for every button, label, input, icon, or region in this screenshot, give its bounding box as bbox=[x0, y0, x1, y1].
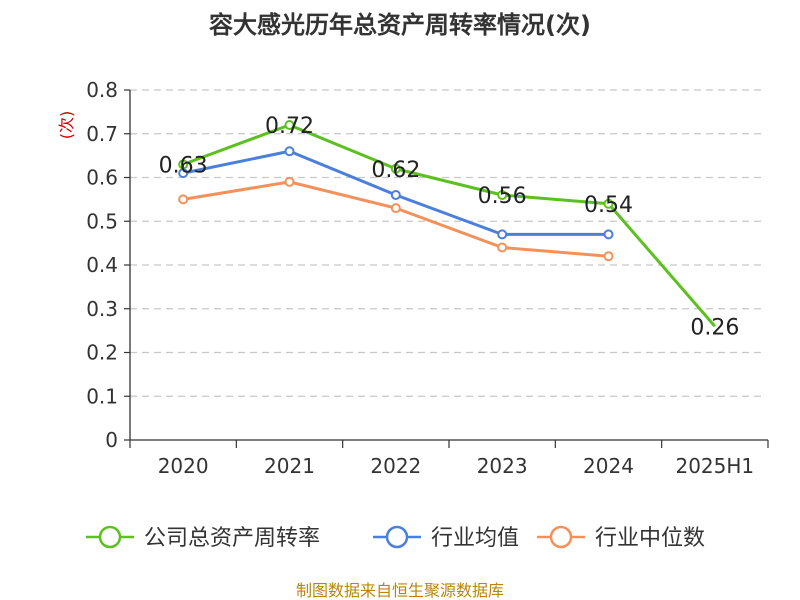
grid-lines bbox=[130, 89, 763, 397]
x-tick-label: 2022 bbox=[370, 454, 421, 478]
data-point bbox=[497, 229, 508, 240]
data-point bbox=[390, 203, 401, 214]
y-tick-label: 0.5 bbox=[86, 209, 118, 233]
legend: 公司总资产周转率 行业均值 行业中位数 bbox=[86, 525, 705, 551]
source-note: 制图数据来自恒生聚源数据库 bbox=[296, 581, 504, 600]
data-point bbox=[390, 190, 401, 200]
y-tick-label: 0.2 bbox=[86, 341, 118, 365]
y-tick-label: 0.8 bbox=[86, 78, 118, 102]
data-label: 0.54 bbox=[584, 193, 633, 218]
legend-marker bbox=[98, 525, 122, 549]
y-tick-label: 0.6 bbox=[86, 166, 118, 190]
x-tick-label: 2024 bbox=[583, 454, 634, 478]
y-axis-label: (次) bbox=[57, 111, 76, 140]
data-point bbox=[603, 251, 614, 262]
data-point bbox=[284, 176, 295, 187]
y-tick-label: 0.3 bbox=[86, 297, 118, 321]
y-tick-label: 0.4 bbox=[86, 253, 118, 277]
data-point bbox=[603, 229, 614, 240]
data-label: 0.63 bbox=[159, 153, 208, 178]
x-tick-labels: 2020 2021 2022 2023 2024 2025H1 bbox=[158, 454, 754, 478]
axes bbox=[124, 89, 769, 448]
x-tick-label: 2020 bbox=[158, 454, 209, 478]
data-label: 0.56 bbox=[478, 184, 527, 209]
x-tick-label: 2021 bbox=[264, 454, 315, 478]
data-point bbox=[497, 242, 508, 253]
legend-label: 行业中位数 bbox=[595, 526, 705, 551]
y-tick-labels: 0 0.1 0.2 0.3 0.4 0.5 0.6 0.7 0.8 bbox=[86, 78, 118, 452]
legend-marker bbox=[549, 525, 573, 549]
data-point bbox=[497, 190, 508, 200]
y-tick-label: 0 bbox=[105, 428, 118, 452]
data-point bbox=[178, 194, 189, 205]
y-tick-label: 0.7 bbox=[86, 122, 118, 146]
x-tick-label: 2023 bbox=[477, 454, 528, 478]
data-labels: 0.63 0.72 0.62 0.56 0.54 0.26 bbox=[159, 114, 740, 340]
data-label: 0.72 bbox=[265, 114, 314, 139]
legend-label: 行业均值 bbox=[431, 526, 519, 551]
series-line-0 bbox=[182, 123, 716, 328]
data-point bbox=[603, 198, 614, 209]
y-tick-label: 0.1 bbox=[86, 384, 118, 408]
legend-label: 公司总资产周转率 bbox=[144, 526, 320, 551]
x-tick-label: 2025H1 bbox=[675, 454, 754, 478]
data-point bbox=[284, 120, 295, 130]
data-point bbox=[390, 163, 401, 174]
data-point bbox=[284, 146, 295, 157]
data-label: 0.26 bbox=[690, 315, 739, 340]
legend-marker bbox=[385, 525, 409, 549]
series-layer bbox=[178, 120, 716, 328]
chart-title: 容大感光历年总资产周转率情况(次) bbox=[209, 11, 591, 39]
data-label: 0.62 bbox=[371, 158, 420, 183]
data-point bbox=[178, 168, 189, 179]
